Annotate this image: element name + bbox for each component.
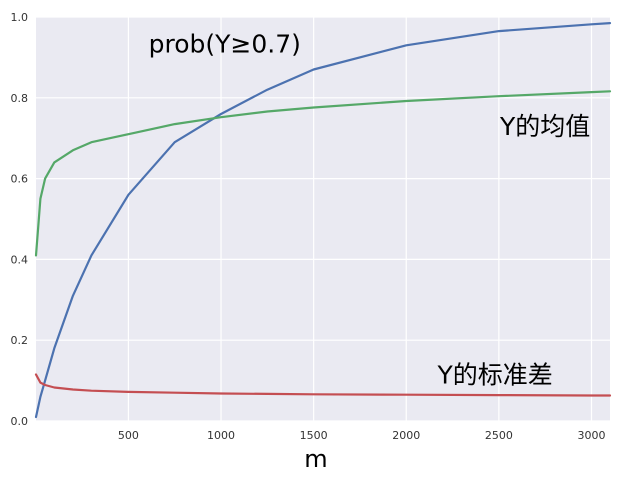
grid <box>36 16 610 422</box>
series-layer <box>34 22 612 419</box>
x-tick-label: 2500 <box>485 429 513 442</box>
x-tick-label: 1000 <box>207 429 235 442</box>
x-tick-label: 3000 <box>577 429 605 442</box>
series-line-0 <box>34 22 612 419</box>
y-tick-label: 0.2 <box>11 334 29 347</box>
plot-background <box>36 17 610 421</box>
annotation-label: Y的均值 <box>499 112 590 141</box>
y-tick-label: 0.4 <box>11 253 29 266</box>
x-tick-label: 500 <box>118 429 139 442</box>
x-tick-label: 1500 <box>300 429 328 442</box>
y-tick-labels: 0.0 0.2 0.4 0.6 0.8 1.0 <box>11 11 29 428</box>
x-axis-label: m <box>304 445 327 473</box>
y-tick-label: 0.0 <box>11 415 29 428</box>
annotation-label: prob(Y≥0.7) <box>149 29 301 58</box>
annotation-label: Y的标准差 <box>437 361 553 390</box>
annotations: prob(Y≥0.7) Y的均值 Y的标准差 <box>149 29 591 389</box>
x-tick-label: 2000 <box>392 429 420 442</box>
x-tick-labels: 500 1000 1500 2000 2500 3000 <box>118 429 606 442</box>
y-tick-label: 0.8 <box>11 92 29 105</box>
series-line-1 <box>34 90 612 257</box>
series-line-2 <box>34 373 612 397</box>
y-tick-label: 0.6 <box>11 173 29 186</box>
y-tick-label: 1.0 <box>11 11 29 24</box>
